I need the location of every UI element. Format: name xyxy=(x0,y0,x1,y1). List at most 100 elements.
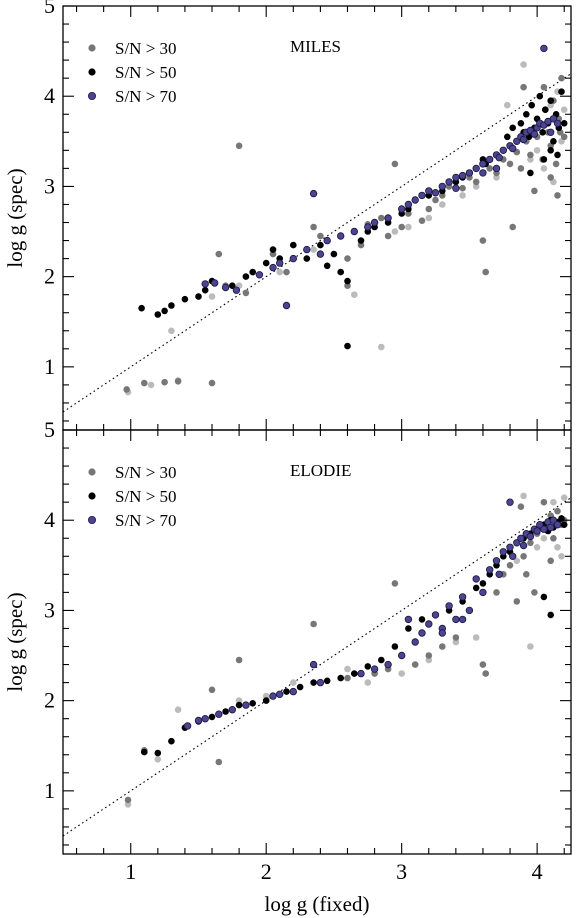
data-point xyxy=(208,686,216,694)
data-point xyxy=(509,124,516,132)
data-point xyxy=(418,191,426,200)
data-point xyxy=(210,279,219,287)
data-point xyxy=(350,227,358,236)
data-point xyxy=(495,570,503,578)
data-point xyxy=(378,656,385,664)
data-point xyxy=(174,378,182,385)
data-point xyxy=(168,737,175,745)
data-point xyxy=(517,503,525,511)
data-point xyxy=(405,223,412,231)
data-point xyxy=(282,301,291,310)
data-point xyxy=(351,291,358,299)
data-point xyxy=(303,245,311,254)
elodie-panel-title: ELODIE xyxy=(290,461,351,480)
data-point xyxy=(309,189,318,198)
one-to-one-reference-line xyxy=(62,73,572,413)
data-point xyxy=(161,378,168,386)
y-tick-label: 4 xyxy=(44,507,55,532)
data-point xyxy=(296,683,304,691)
data-point xyxy=(531,589,538,596)
data-point xyxy=(290,241,297,249)
data-point xyxy=(504,133,511,141)
data-point xyxy=(269,692,277,700)
data-point xyxy=(560,521,568,528)
data-point xyxy=(208,713,216,721)
data-point xyxy=(452,615,460,624)
data-point xyxy=(540,165,548,172)
miles-legend-label-sn30: S/N > 30 xyxy=(115,39,177,58)
data-point xyxy=(517,534,525,542)
data-point xyxy=(506,498,514,506)
data-point xyxy=(560,106,568,113)
data-point xyxy=(316,678,325,687)
data-point xyxy=(310,246,317,253)
elodie-legend-marker-sn30 xyxy=(88,468,96,476)
data-point xyxy=(404,615,413,624)
data-point xyxy=(523,111,530,118)
data-point xyxy=(242,273,250,280)
data-point xyxy=(323,236,331,245)
x-tick-label: 3 xyxy=(396,859,407,884)
data-point xyxy=(384,660,392,669)
data-point xyxy=(542,106,549,113)
data-point xyxy=(378,214,385,222)
data-point xyxy=(289,687,297,696)
data-point xyxy=(527,169,534,177)
data-point xyxy=(479,169,487,177)
miles-legend-marker-sn50 xyxy=(88,68,96,76)
data-point xyxy=(208,379,216,387)
data-point xyxy=(411,638,419,646)
y-tick-label: 1 xyxy=(44,778,55,803)
data-point xyxy=(492,557,501,565)
data-point xyxy=(269,246,277,253)
data-point xyxy=(554,192,561,199)
data-point xyxy=(344,342,351,350)
elodie-y-axis-title: log g (spec) xyxy=(3,592,27,691)
data-point xyxy=(531,187,538,195)
data-point xyxy=(201,286,209,294)
elodie-plot-frame xyxy=(62,429,572,855)
data-point xyxy=(459,192,466,199)
data-point xyxy=(154,311,162,318)
data-point xyxy=(506,562,514,569)
data-point xyxy=(520,61,527,68)
data-point xyxy=(528,101,535,109)
data-point xyxy=(554,507,561,515)
data-point xyxy=(344,665,351,673)
data-point xyxy=(547,557,554,565)
data-point xyxy=(533,527,541,535)
data-point xyxy=(391,228,399,235)
data-point xyxy=(229,282,236,290)
data-point xyxy=(547,523,555,532)
data-point xyxy=(465,169,474,177)
data-point xyxy=(554,151,561,159)
data-point xyxy=(547,128,555,136)
data-point xyxy=(558,88,565,95)
data-point xyxy=(479,580,487,587)
miles-legend-marker-sn30 xyxy=(88,44,96,52)
data-point xyxy=(549,115,558,123)
data-point xyxy=(303,255,311,262)
data-point xyxy=(438,629,446,637)
data-point xyxy=(398,651,406,660)
data-point xyxy=(418,629,426,637)
data-point xyxy=(527,539,534,547)
data-point xyxy=(472,164,480,173)
x-tick-label: 2 xyxy=(261,859,272,884)
data-point xyxy=(235,701,243,709)
data-point xyxy=(154,749,162,757)
data-point xyxy=(550,498,557,506)
miles-panel-title: MILES xyxy=(290,37,341,56)
one-to-one-reference-line xyxy=(62,497,572,837)
data-point xyxy=(168,327,175,335)
data-point xyxy=(174,706,182,713)
elodie-legend-label-sn30: S/N > 30 xyxy=(115,463,177,482)
data-point xyxy=(509,144,517,153)
data-point xyxy=(520,83,527,91)
data-point xyxy=(459,184,466,192)
data-point xyxy=(540,535,548,542)
data-point xyxy=(539,129,546,136)
data-point xyxy=(479,237,487,244)
data-point xyxy=(337,674,345,682)
